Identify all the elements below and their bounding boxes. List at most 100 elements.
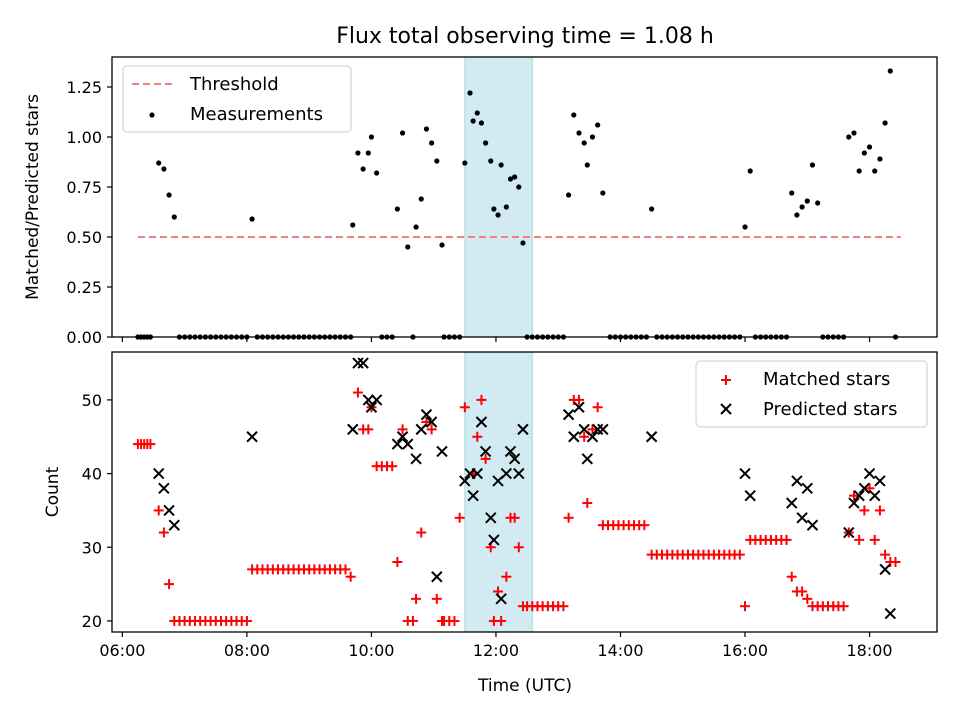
matched-star-point [797,586,808,597]
predicted-star-point [357,357,369,369]
measurement-point [851,130,857,136]
measurement-point [861,150,867,156]
predicted-star-point [402,438,414,450]
measurement-point [866,144,873,150]
measurement-point [887,68,893,74]
predicted-star-point [471,467,483,480]
predicted-star-point [163,504,175,517]
measurement-point [399,130,406,136]
matched-star-point [416,527,427,538]
legend-predicted-label: Predicted stars [763,399,897,420]
top-data-layer [135,68,901,340]
measurement-point [516,184,522,190]
top-panel: 0.00 0.25 0.50 0.75 1.00 1.25 Matched/Predict… [23,56,938,347]
predicted-star-point [801,482,813,495]
matched-star-point [874,505,885,516]
matched-star-point [392,557,403,567]
matched-star-point [145,439,156,450]
matched-star-point [501,571,512,582]
measurement-point [520,240,526,246]
x-tick-label: 10:00 [348,641,394,660]
measurement-point [882,120,888,126]
predicted-star-point [362,394,375,406]
top-y-tick-label: 0.00 [66,328,102,347]
measurement-point [166,192,172,198]
measurement-point [581,140,587,146]
matched-star-point [340,564,351,575]
measurement-point [418,196,424,202]
measurement-point [368,134,375,140]
measurement-point [789,190,795,196]
predicted-star-point [645,431,658,443]
predicted-star-point [365,401,378,413]
predicted-star-point [879,563,891,576]
predicted-star-point [479,445,492,458]
predicted-star-point [508,453,521,465]
measurement-point [171,214,177,220]
measurement-point [856,168,862,174]
bottom-legend-box [695,360,928,428]
measurement-point [249,216,255,222]
measurement-point [491,206,497,212]
top-y-tick-label: 0.50 [66,228,102,247]
matched-star-point [859,505,870,516]
measurement-point [462,160,468,166]
bottom-y-tick-label: 50 [82,391,102,410]
matched-star-point [411,593,422,604]
matched-star-point [781,534,792,545]
predicted-star-point [436,445,448,458]
matched-star-point [480,453,491,464]
matched-star-point [352,387,363,398]
predicted-star-point [791,475,803,487]
measurement-point [600,190,606,196]
predicted-star-point [874,475,886,487]
measurement-point [374,170,380,176]
matched-star-point [387,461,398,472]
bottom-legend: Matched stars Predicted stars [695,360,928,428]
predicted-star-point [485,512,497,524]
predicted-star-point [246,431,258,443]
legend-matched-label: Matched stars [763,369,890,390]
predicted-star-point [420,408,433,421]
predicted-star-point [352,357,364,369]
measurement-point [478,120,485,126]
top-legend-box [122,65,352,133]
x-tick-label: 08:00 [224,641,270,660]
matched-star-point [558,601,569,612]
matched-star-point [476,394,487,405]
matched-star-point [431,593,442,604]
bottom-y-tick-label: 30 [82,538,102,557]
measurement-point [507,176,514,182]
matched-star-point [582,498,593,509]
x-tick-label: 12:00 [473,641,519,660]
matched-star-point [153,505,164,516]
top-plot-frame [111,56,938,338]
top-legend: Threshold Measurements [122,65,352,133]
predicted-star-point [475,416,488,428]
measurement-point [423,126,430,132]
predicted-star-point [152,467,165,480]
predicted-star-point [370,394,383,406]
matched-star-point [854,534,865,545]
measurement-point [429,140,435,146]
legend-threshold-label: Threshold [189,74,279,95]
top-highlight-span [464,56,533,338]
matched-star-point [363,424,374,435]
measurement-point [747,168,753,174]
measurement-point [360,166,366,172]
predicted-star-point [459,475,471,487]
matched-star-point [573,394,584,405]
legend-measurements-label: Measurements [190,104,323,125]
matched-star-point [345,571,356,582]
measurement-point [434,158,440,164]
matched-star-point [579,431,590,442]
predicted-star-point [488,534,500,546]
measurement-point [512,174,518,180]
matched-star-point [164,579,175,590]
matched-star-point [869,534,880,545]
predicted-star-point [513,467,525,480]
top-highlight-layer [464,56,533,338]
measurement-point [595,122,601,128]
predicted-star-point [843,526,855,539]
